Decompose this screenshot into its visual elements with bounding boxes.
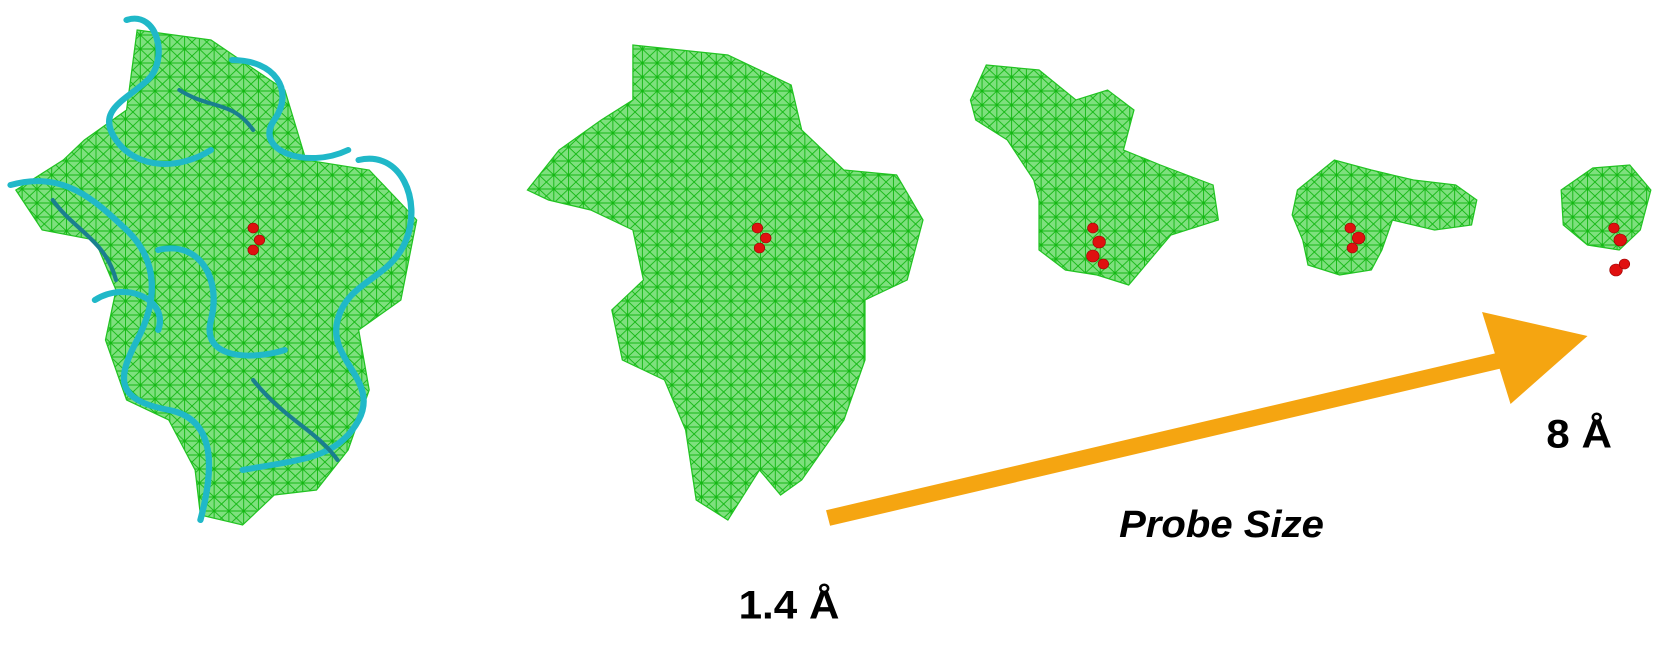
ligand-atom xyxy=(248,223,259,233)
end-label: 8 Å xyxy=(1546,412,1612,457)
ligand-atom xyxy=(1093,236,1106,248)
ligand-atom xyxy=(1098,259,1109,269)
pocket-small-probe xyxy=(527,45,923,520)
ligand-atom xyxy=(1352,232,1365,244)
ligand-atom xyxy=(248,245,259,255)
arrow-head xyxy=(1482,312,1587,404)
ligand-atom xyxy=(761,233,772,243)
ligand-atom xyxy=(1609,223,1620,233)
ligand-atom xyxy=(1086,250,1099,262)
mesh-surface xyxy=(1561,165,1651,250)
ligand-atom xyxy=(254,235,265,245)
pocket-medium-probe xyxy=(970,65,1218,285)
ligand-atom xyxy=(1619,259,1630,269)
axis-label: Probe Size xyxy=(1119,504,1324,546)
ligand-atom xyxy=(1345,223,1356,233)
pocket-large-probe xyxy=(1292,160,1477,275)
ligand-atom xyxy=(1347,243,1358,253)
ligand-atom xyxy=(752,223,763,233)
ligand-atom xyxy=(1614,234,1627,246)
ribbon-structure xyxy=(11,19,417,525)
start-label: 1.4 Å xyxy=(739,583,840,628)
page: 1.4 Å 8 Å Probe Size (() => { const data… xyxy=(0,0,1654,666)
pocket-largest-probe xyxy=(1561,165,1651,276)
figure: 1.4 Å 8 Å Probe Size xyxy=(0,0,1654,666)
arrow-shaft xyxy=(828,356,1519,518)
mesh-surface xyxy=(1292,160,1477,275)
mesh-surface xyxy=(527,45,923,520)
probe-size-arrow xyxy=(828,312,1587,518)
ligand-atom xyxy=(1088,223,1099,233)
ligand-atom xyxy=(754,243,765,253)
